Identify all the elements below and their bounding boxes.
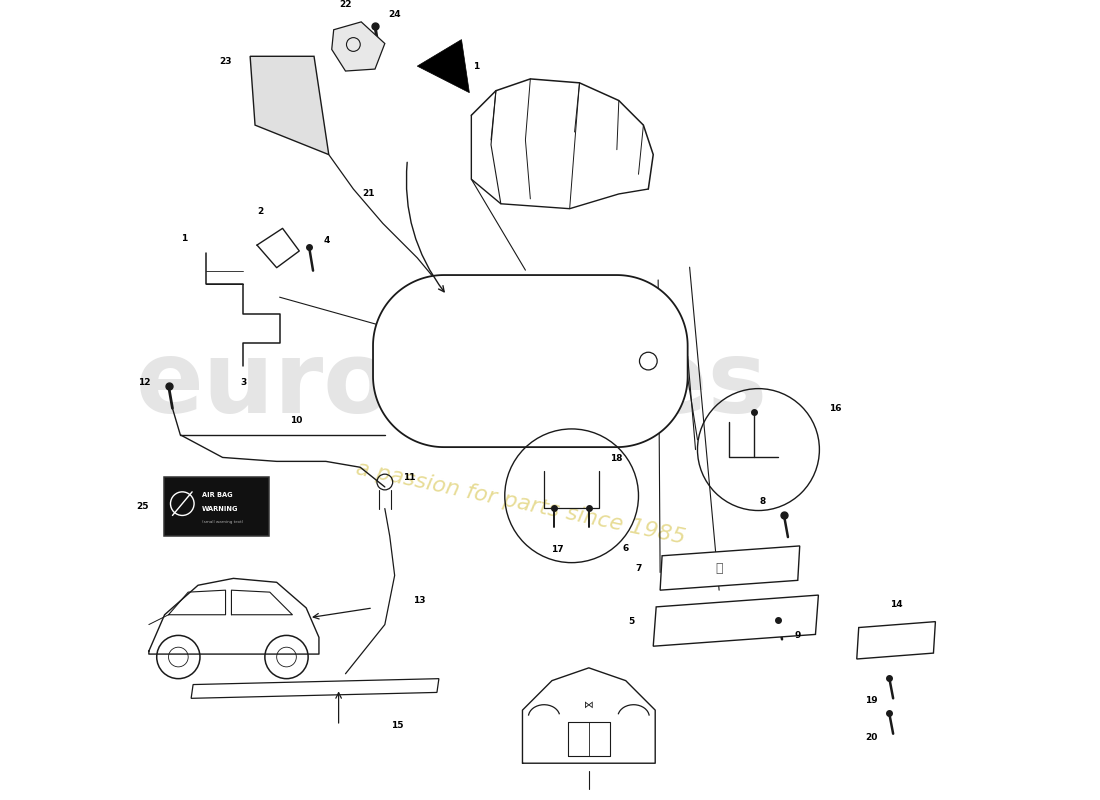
Text: (small warning text): (small warning text) [202, 520, 243, 524]
Polygon shape [857, 622, 935, 659]
Text: 22: 22 [339, 0, 352, 9]
Text: 18: 18 [609, 454, 623, 463]
Text: 19: 19 [866, 696, 878, 705]
Text: 25: 25 [136, 502, 150, 511]
Text: 21: 21 [362, 190, 374, 198]
Text: ⋈: ⋈ [584, 699, 594, 710]
Text: 3: 3 [240, 378, 246, 387]
Text: 12: 12 [138, 378, 151, 387]
Polygon shape [250, 56, 329, 154]
Text: 13: 13 [412, 595, 426, 605]
Polygon shape [373, 275, 688, 447]
Text: AIR BAG: AIR BAG [202, 492, 232, 498]
Text: 23: 23 [219, 57, 232, 66]
Polygon shape [660, 546, 800, 590]
Text: 2: 2 [256, 207, 263, 216]
Text: 4: 4 [323, 236, 330, 245]
Text: 7: 7 [636, 564, 641, 573]
Polygon shape [332, 22, 385, 71]
Text: 16: 16 [829, 404, 842, 413]
Text: 15: 15 [392, 722, 404, 730]
Polygon shape [417, 39, 470, 93]
Text: 20: 20 [866, 733, 878, 742]
Text: a passion for parts since 1985: a passion for parts since 1985 [354, 459, 688, 548]
Text: 24: 24 [388, 10, 401, 18]
Text: 1: 1 [473, 62, 480, 70]
Text: 〜: 〜 [715, 562, 723, 575]
Text: 1: 1 [182, 234, 187, 242]
Text: 14: 14 [890, 601, 902, 610]
Text: 8: 8 [759, 497, 766, 506]
Polygon shape [191, 678, 439, 698]
Text: 11: 11 [404, 473, 416, 482]
Text: eurospares: eurospares [135, 337, 768, 434]
Text: WARNING: WARNING [202, 506, 239, 511]
Text: 10: 10 [290, 415, 303, 425]
Circle shape [170, 492, 194, 515]
Text: 5: 5 [628, 617, 635, 626]
Text: 6: 6 [623, 544, 629, 554]
Text: 17: 17 [551, 546, 563, 554]
Polygon shape [653, 595, 818, 646]
Text: 9: 9 [794, 631, 801, 640]
FancyBboxPatch shape [164, 477, 268, 536]
